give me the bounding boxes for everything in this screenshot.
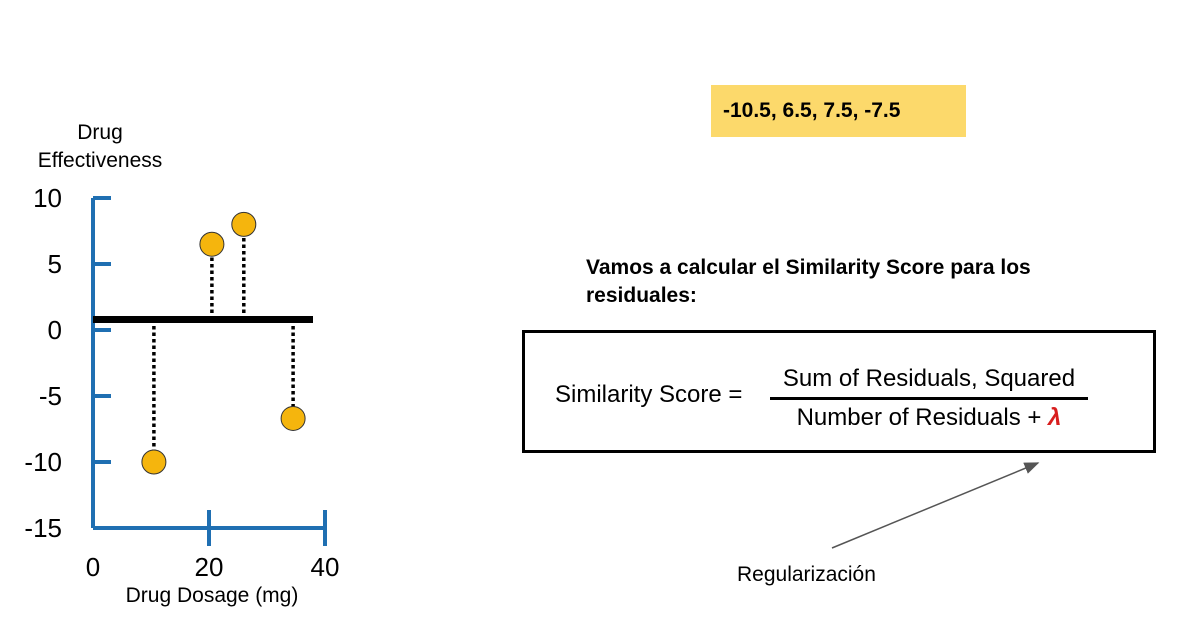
formula-box: Similarity Score = Sum of Residuals, Squ… — [522, 330, 1156, 453]
x-axis-label: Drug Dosage (mg) — [125, 584, 299, 607]
formula-numerator: Sum of Residuals, Squared — [782, 365, 1076, 392]
arrow-line — [831, 462, 1040, 549]
regularization-label: Regularización — [737, 563, 876, 586]
residuals-chart: 10 5 0 -5 -10 -15 0 20 40 — [24, 183, 340, 582]
x-tick-label: 20 — [195, 552, 224, 582]
x-tick-label: 40 — [311, 552, 340, 582]
data-point — [280, 405, 306, 431]
data-point — [231, 211, 257, 237]
residuals-values-box: -10.5, 6.5, 7.5, -7.5 — [711, 85, 966, 137]
y-tick-label: 10 — [33, 183, 62, 213]
y-tick-label: -5 — [39, 381, 62, 411]
y-tick-label: -10 — [24, 447, 62, 477]
lambda-symbol: λ — [1048, 404, 1062, 431]
similarity-heading: Vamos a calcular el Similarity Score par… — [586, 256, 1031, 307]
y-tick-label: -15 — [24, 513, 62, 543]
formula-fraction: Sum of Residuals, Squared Number of Resi… — [770, 365, 1088, 432]
denominator-text: Number of Residuals + — [796, 404, 1042, 431]
x-tick-label: 0 — [86, 552, 100, 582]
data-point — [141, 449, 167, 475]
formula-denominator: Number of Residuals + λ — [770, 404, 1088, 432]
y-axis-label-line2: Effectiveness — [37, 149, 163, 172]
y-tick-label: 5 — [48, 249, 62, 279]
fraction-bar — [770, 397, 1088, 400]
data-point — [199, 231, 225, 257]
y-axis-label-line1: Drug — [77, 121, 123, 144]
y-tick-label: 0 — [48, 315, 62, 345]
formula-lhs: Similarity Score = — [555, 381, 743, 408]
